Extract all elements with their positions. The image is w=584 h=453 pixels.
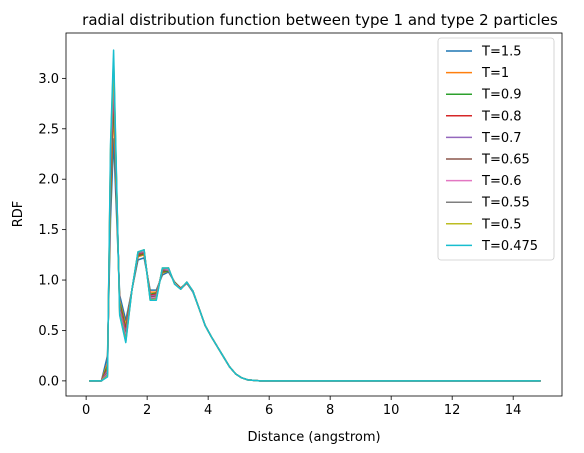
y-tick-label: 2.0 [38, 173, 59, 188]
legend-entry-7: T=0.55 [481, 196, 530, 211]
legend: T=1.5 T=1 T=0.9 T=0.8 T=0.7 T=0.65 T=0.6 T=0.55… [438, 38, 554, 260]
y-tick-label: 2.5 [38, 122, 59, 137]
y-axis-label: RDF [11, 201, 26, 228]
legend-entry-0: T=1.5 [481, 45, 522, 60]
y-tick-label: 1.0 [38, 274, 59, 289]
x-tick-label: 10 [383, 403, 400, 418]
y-tick-label: 0.0 [38, 374, 59, 389]
legend-entry-1: T=1 [481, 66, 509, 81]
y-tick-label: 0.5 [38, 324, 59, 339]
x-tick-label: 6 [265, 403, 273, 418]
legend-entry-3: T=0.8 [481, 109, 522, 124]
y-axis-ticks: 0.0 0.5 1.0 1.5 2.0 2.5 3.0 [38, 72, 66, 390]
x-tick-label: 8 [326, 403, 334, 418]
x-tick-label: 4 [204, 403, 212, 418]
legend-entry-2: T=0.9 [481, 88, 522, 103]
x-axis-label: Distance (angstrom) [247, 430, 380, 445]
legend-entry-4: T=0.7 [481, 131, 522, 146]
legend-entry-6: T=0.6 [481, 174, 522, 189]
x-tick-label: 2 [143, 403, 151, 418]
chart-title: radial distribution function between typ… [82, 11, 558, 29]
x-tick-label: 0 [82, 403, 90, 418]
legend-entry-8: T=0.5 [481, 217, 522, 232]
legend-entry-5: T=0.65 [481, 153, 530, 168]
y-tick-label: 1.5 [38, 223, 59, 238]
legend-entry-9: T=0.475 [481, 239, 538, 254]
y-tick-label: 3.0 [38, 72, 59, 87]
x-tick-label: 14 [505, 403, 522, 418]
x-tick-label: 12 [444, 403, 461, 418]
x-axis-ticks: 0 2 4 6 8 10 12 14 [82, 396, 521, 418]
